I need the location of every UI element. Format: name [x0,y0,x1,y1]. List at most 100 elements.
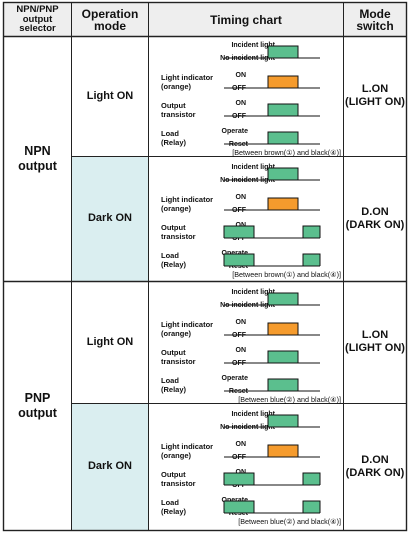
load-label: Load [161,376,179,385]
pnp-dark-on-output-transistor-pulse [224,473,254,485]
header-timing-chart: Timing chart [210,12,282,27]
incident-light-label: Incident light [231,289,275,296]
pnp-light-on-switch: L.ON (LIGHT ON) [344,281,406,403]
npn-dark-on-load-pulse [224,254,254,266]
npn-light-on-light-indicator-edge [267,75,299,88]
pnp-light-on-light-indicator-edge [267,322,299,335]
npn-dark-on-load-pulse [303,254,320,266]
npn-output-label: NPN output [18,143,57,173]
npn-dark-on-background [72,156,148,281]
pnp-dark-on-load-edge [302,500,321,513]
output-transistor-label-2: transistor [161,232,196,241]
indicator-color-label: (orange) [161,82,192,91]
switch-line-1: L.ON [361,329,389,342]
npn-dark-on-switch: D.ON (DARK ON) [344,156,406,281]
relay-label: (Relay) [161,260,187,269]
pnp-dark-on-background [72,403,148,530]
switch-line-2: (LIGHT ON) [345,342,405,354]
incident-light-label: Incident light [231,164,275,171]
switch-line-2: (LIGHT ON) [345,96,405,108]
npn-light-on-incident-light-pulse [268,46,298,58]
pnp-dark-on-output-transistor-edge [223,472,255,485]
pnp-light-on-light-indicator-pulse [268,323,298,335]
indicator-color-label: (orange) [161,204,192,213]
pnp-output-label: PNP output [18,390,57,420]
switch-line-1: D.ON [361,205,389,218]
pnp-light-on-output-transistor-edge [267,350,299,363]
pnp-dark-on-incident-light-pulse [268,415,298,427]
npn-light-on-output-transistor-edge [267,103,299,116]
pnp-light-on-load-pulse [268,379,298,391]
light-indicator-label: Light indicator [161,320,213,329]
npn-dark-on-mode: Dark ON [87,212,133,225]
load-label: Load [161,129,179,138]
light-indicator-label: Light indicator [161,442,213,451]
chart-caption: [Between blue(②) and black(④)] [238,517,341,526]
indicator-on-label: ON [236,319,247,326]
light-indicator-label: Light indicator [161,73,213,82]
npn-light-on-incident-light-edge [267,45,299,58]
chart-caption: [Between blue(②) and black(④)] [238,395,341,404]
pnp-dark-on-light-indicator-edge [267,444,299,457]
pnp-dark-on-light-indicator-pulse [268,445,298,457]
pnp-light-on-output-transistor-pulse [268,351,298,363]
output-transistor-label: Output [161,101,186,110]
npn-light-on-load-edge [267,131,299,144]
pnp-light-on-mode: Light ON [86,335,134,348]
indicator-color-label: (orange) [161,329,192,338]
pnp-dark-on-load-pulse [224,501,254,513]
header-selector: NPN/PNP output selector [16,4,59,35]
npn-dark-on-output-transistor-pulse [224,226,254,238]
switch-line-2: (DARK ON) [345,218,405,231]
npn-light-on-light-indicator-pulse [268,76,298,88]
indicator-on-label: ON [236,72,247,79]
transistor-on-label: ON [236,100,247,107]
header-operation-mode: Operation mode [81,6,139,33]
light-indicator-label: Light indicator [161,195,213,204]
output-transistor-label: Output [161,223,186,232]
npn-light-on-switch: L.ON (LIGHT ON) [344,36,406,156]
relay-label: (Relay) [161,507,187,516]
load-operate-label: Operate [222,375,249,382]
indicator-color-label: (orange) [161,451,192,460]
transistor-on-label: ON [236,347,247,354]
npn-dark-on-light-indicator-pulse [268,198,298,210]
chart-caption: [Between brown(①) and black(④)] [232,148,341,157]
pnp-dark-on-switch: D.ON (DARK ON) [344,403,406,530]
load-label: Load [161,498,179,507]
npn-dark-on-output-transistor-edge [302,225,321,238]
pnp-light-on-incident-light-edge [267,292,299,305]
npn-dark-on-output-transistor-pulse [303,226,320,238]
pnp-dark-on-output-transistor-edge [302,472,321,485]
pnp-light-on-load-edge [267,378,299,391]
pnp-dark-on-mode: Dark ON [87,460,133,473]
output-transistor-label: Output [161,470,186,479]
npn-dark-on-incident-light-pulse [268,168,298,180]
chart-caption: [Between brown(①) and black(④)] [232,270,341,279]
indicator-on-label: ON [236,194,247,201]
pnp-dark-on-incident-light-edge [267,414,299,427]
header-mode-switch: Mode switch [356,6,394,33]
npn-dark-on-incident-light-edge [267,167,299,180]
npn-light-on-output-transistor-pulse [268,104,298,116]
npn-dark-on-load-edge [223,253,255,266]
output-transistor-label-2: transistor [161,357,196,366]
relay-label: (Relay) [161,385,187,394]
switch-line-2: (DARK ON) [345,466,405,479]
relay-label: (Relay) [161,138,187,147]
pnp-light-on-incident-light-pulse [268,293,298,305]
npn-dark-on-output-transistor-edge [223,225,255,238]
output-transistor-label: Output [161,348,186,357]
indicator-on-label: ON [236,441,247,448]
pnp-dark-on-output-transistor-pulse [303,473,320,485]
npn-light-on-mode: Light ON [86,89,134,102]
pnp-dark-on-load-edge [223,500,255,513]
switch-line-1: D.ON [361,453,389,466]
load-operate-label: Operate [222,128,249,135]
output-transistor-label-2: transistor [161,479,196,488]
